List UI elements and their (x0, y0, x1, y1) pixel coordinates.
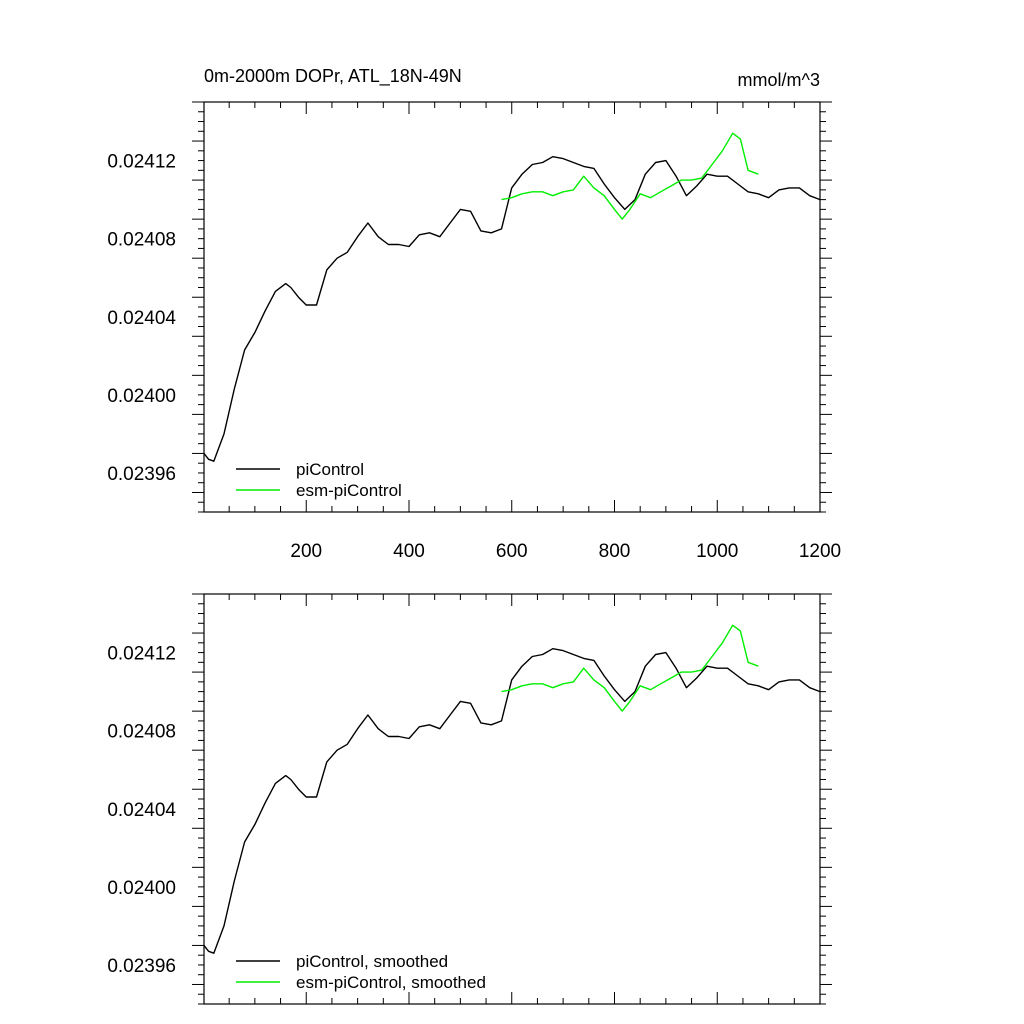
x-tick-label: 1200 (799, 541, 841, 562)
series-line-picontrol-smoothed (203, 648, 821, 954)
legend-label-esm-picontrol-smoothed: esm-piControl, smoothed (296, 973, 486, 992)
series-line-picontrol (203, 156, 821, 462)
x-tick-label: 400 (393, 541, 425, 562)
legend: piControl, smoothed esm-piControl, smoot… (236, 952, 486, 992)
y-tick-label: 0.02404 (107, 308, 176, 329)
plot-frame (203, 101, 821, 513)
y-tick-label: 0.02400 (107, 386, 176, 407)
series-layer (203, 132, 821, 462)
y-tick-label: 0.02396 (107, 956, 176, 977)
y-tick-label-layer: 0.02396 0.02400 0.02404 0.02408 0.02412 (107, 644, 176, 977)
tick-layer (192, 593, 832, 1005)
y-tick-label: 0.02412 (107, 152, 176, 173)
series-line-esm-picontrol-smoothed (501, 624, 759, 712)
y-tick-label: 0.02404 (107, 800, 176, 821)
y-tick-label: 0.02396 (107, 464, 176, 485)
legend: piControl esm-piControl (236, 460, 402, 500)
y-tick-label: 0.02412 (107, 644, 176, 665)
x-tick-label: 200 (290, 541, 322, 562)
series-line-esm-picontrol (501, 132, 759, 220)
y-tick-label: 0.02408 (107, 230, 176, 251)
chart-title: 0m-2000m DOPr, ATL_18N-49N (204, 66, 462, 87)
legend-label-esm-picontrol: esm-piControl (296, 481, 402, 500)
y-tick-label: 0.02408 (107, 722, 176, 743)
y-tick-label-layer: 0.02396 0.02400 0.02404 0.02408 0.02412 (107, 152, 176, 485)
units-label: mmol/m^3 (738, 70, 820, 90)
top-panel: 0m-2000m DOPr, ATL_18N-49N mmol/m^3 200 4… (107, 66, 841, 562)
y-tick-label: 0.02400 (107, 878, 176, 899)
legend-label-picontrol-smoothed: piControl, smoothed (296, 952, 448, 971)
tick-layer (192, 101, 832, 513)
plot-frame (203, 593, 821, 1005)
x-tick-label: 800 (599, 541, 631, 562)
x-tick-label-layer: 200 400 600 800 1000 1200 (290, 541, 841, 562)
x-tick-label: 600 (496, 541, 528, 562)
bottom-panel: 0.02396 0.02400 0.02404 0.02408 0.02412 piCo… (107, 593, 832, 1005)
legend-label-picontrol: piControl (296, 460, 364, 479)
x-tick-label: 1000 (696, 541, 738, 562)
series-layer (203, 624, 821, 954)
